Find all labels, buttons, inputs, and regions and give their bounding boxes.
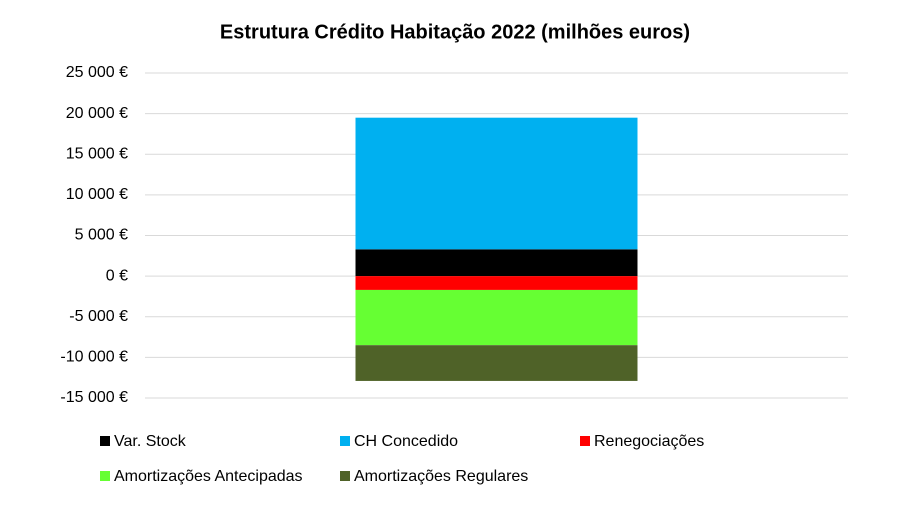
legend-label: CH Concedido xyxy=(354,433,458,450)
bar-segment xyxy=(355,345,638,381)
y-tick-label: -5 000 € xyxy=(69,308,128,325)
bar-segment xyxy=(355,276,638,290)
bar-segment xyxy=(355,117,638,250)
legend-swatch xyxy=(100,471,110,481)
y-tick-label: 10 000 € xyxy=(66,186,128,203)
y-tick-label: -15 000 € xyxy=(60,389,128,406)
legend-label: Renegociações xyxy=(594,433,704,450)
legend-label: Var. Stock xyxy=(114,433,187,450)
legend-swatch xyxy=(100,436,110,446)
bar-segment xyxy=(355,249,638,277)
legend-label: Amortizações Antecipadas xyxy=(114,468,303,485)
bar-segment xyxy=(355,289,638,346)
y-tick-label: 5 000 € xyxy=(75,227,128,244)
y-tick-label: 15 000 € xyxy=(66,145,128,162)
legend-swatch xyxy=(340,471,350,481)
legend-swatch xyxy=(340,436,350,446)
legend-label: Amortizações Regulares xyxy=(354,468,528,485)
y-tick-label: 20 000 € xyxy=(66,105,128,122)
chart-title: Estrutura Crédito Habitação 2022 (milhõe… xyxy=(220,21,690,43)
y-tick-label: -10 000 € xyxy=(60,349,128,366)
y-tick-label: 0 € xyxy=(106,267,128,284)
legend-swatch xyxy=(580,436,590,446)
y-tick-label: 25 000 € xyxy=(66,64,128,81)
